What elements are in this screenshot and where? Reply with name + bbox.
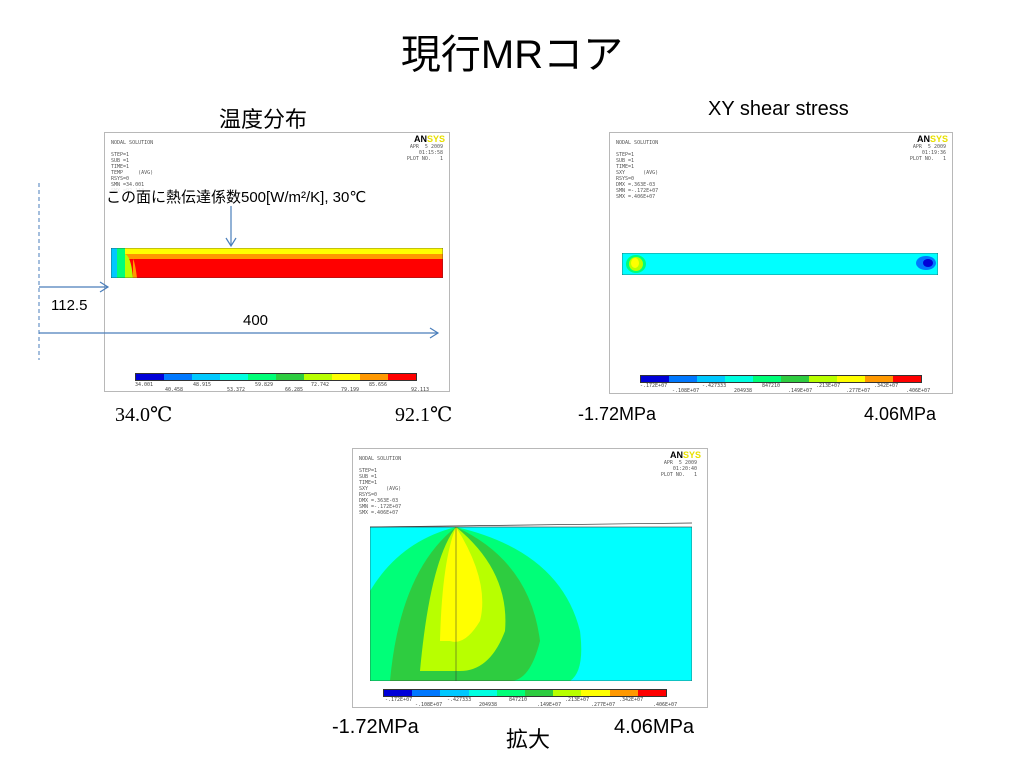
zoom-tick-2: -.108E+07: [415, 702, 443, 708]
zoom-contour: [370, 522, 692, 681]
zoom-tick-5: 847210: [509, 697, 528, 703]
shear-tick-3: -.427333: [702, 383, 727, 389]
zoom-panel-date: APR 5 2009 01:20:40 PLOT NO. 1: [660, 460, 697, 478]
temperature-contour: [111, 248, 443, 278]
zoom-tick-4: 204938: [479, 702, 498, 708]
shear-tick-5: 847210: [762, 383, 781, 389]
shear-tick-1: -.172E+07: [640, 383, 668, 389]
temperature-min-label: 34.0℃: [115, 404, 173, 426]
shear-contour: [622, 253, 938, 275]
zoom-panel: NODAL SOLUTION STEP=1 SUB =1 TIME=1 SXY …: [352, 448, 708, 708]
dimension-112: 112.5: [51, 297, 88, 314]
stress-max-label: 4.06MPa: [864, 404, 937, 424]
zoom-tick-8: .277E+07: [591, 702, 616, 708]
temp-tick-9: 85.656: [369, 382, 388, 388]
temp-tick-6: 66.285: [285, 387, 304, 393]
temperature-label: 温度分布: [219, 107, 308, 132]
zoom-colorbar: [383, 689, 667, 697]
dimension-overlay: [38, 183, 440, 360]
shear-tick-9: .342E+07: [874, 383, 899, 389]
temperature-panel-date: APR 5 2009 01:15:58 PLOT NO. 1: [406, 144, 443, 162]
slide-title: 現行MRコア: [400, 33, 624, 77]
dimension-400: 400: [243, 312, 269, 329]
temp-tick-8: 79.199: [341, 387, 360, 393]
temperature-max-label: 92.1℃: [395, 404, 453, 426]
ansys-logo: ANSYS: [916, 134, 948, 144]
shear-tick-8: .277E+07: [846, 388, 871, 394]
ansys-logo: ANSYS: [413, 134, 445, 144]
temp-tick-7: 72.742: [311, 382, 330, 388]
temp-tick-1: 34.001: [135, 382, 154, 388]
shear-tick-6: .149E+07: [788, 388, 813, 394]
stress-min-label: -1.72MPa: [578, 404, 657, 424]
zoom-min-label: -1.72MPa: [332, 716, 419, 738]
zoom-tick-7: .213E+07: [565, 697, 590, 703]
temp-tick-2: 40.458: [165, 387, 184, 393]
zoom-tick-9: .342E+07: [619, 697, 644, 703]
shear-tick-2: -.108E+07: [672, 388, 700, 394]
shear-tick-10: .406E+07: [906, 388, 931, 394]
temp-tick-5: 59.829: [255, 382, 274, 388]
shear-panel: NODAL SOLUTION STEP=1 SUB =1 TIME=1 SXY …: [609, 132, 953, 394]
temp-tick-10: 92.113: [411, 387, 430, 393]
zoom-tick-3: -.427333: [447, 697, 472, 703]
zoom-tick-1: -.172E+07: [385, 697, 413, 703]
boundary-annotation: この面に熱伝達係数500[W/m²/K], 30℃: [106, 186, 367, 207]
zoom-label: 拡大: [506, 727, 551, 752]
zoom-tick-10: .406E+07: [653, 702, 678, 708]
shear-tick-4: 204938: [734, 388, 753, 394]
zoom-panel-header: NODAL SOLUTION STEP=1 SUB =1 TIME=1 SXY …: [359, 456, 402, 516]
zoom-tick-6: .149E+07: [537, 702, 562, 708]
shear-panel-date: APR 5 2009 01:19:36 PLOT NO. 1: [909, 144, 946, 162]
zoom-max-label: 4.06MPa: [614, 716, 695, 738]
ansys-logo: ANSYS: [669, 450, 701, 460]
temperature-colorbar: [135, 373, 417, 381]
temperature-panel: NODAL SOLUTION STEP=1 SUB =1 TIME=1 TEMP…: [104, 132, 450, 393]
temp-tick-4: 53.372: [227, 387, 246, 393]
shear-label: XY shear stress: [708, 98, 849, 120]
shear-panel-header: NODAL SOLUTION STEP=1 SUB =1 TIME=1 SXY …: [616, 140, 659, 200]
shear-colorbar: [640, 375, 922, 383]
shear-tick-7: .213E+07: [816, 383, 841, 389]
temp-tick-3: 48.915: [193, 382, 212, 388]
